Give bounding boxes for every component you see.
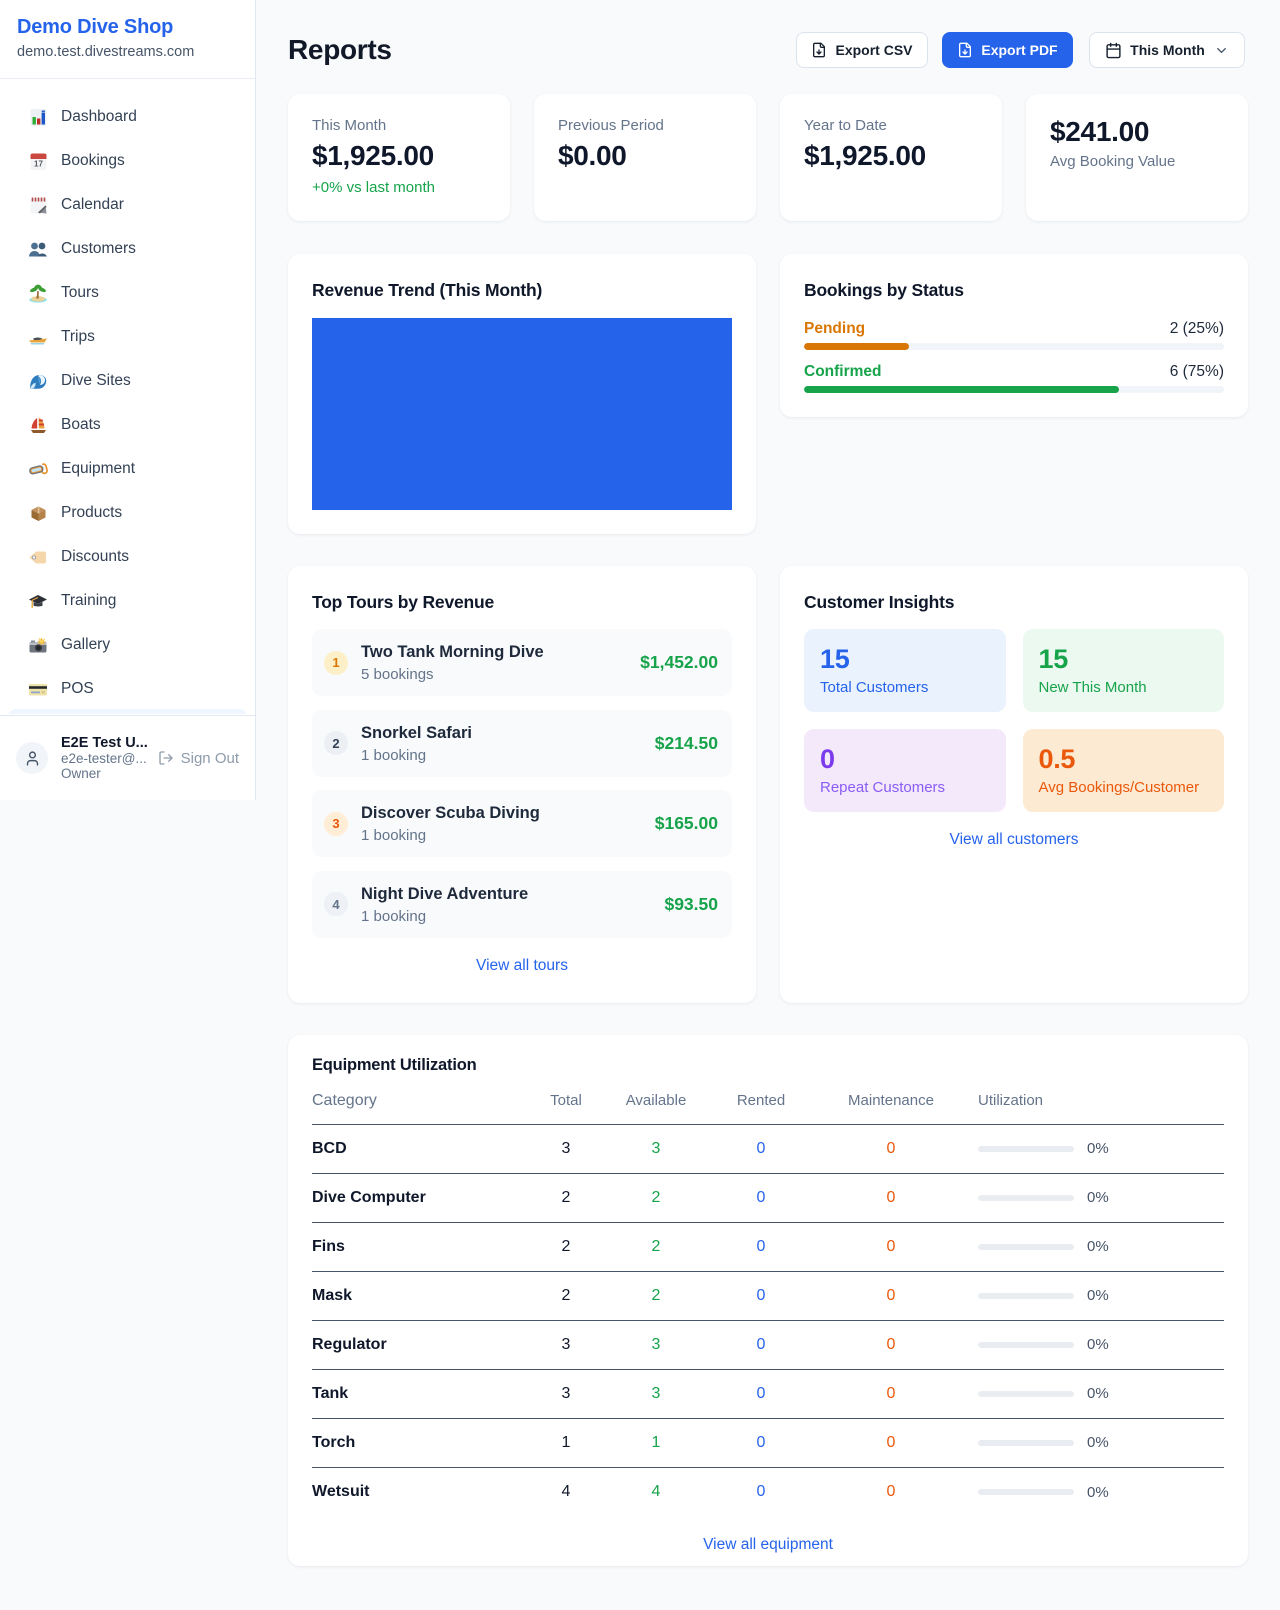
svg-text:17: 17 — [34, 159, 43, 168]
